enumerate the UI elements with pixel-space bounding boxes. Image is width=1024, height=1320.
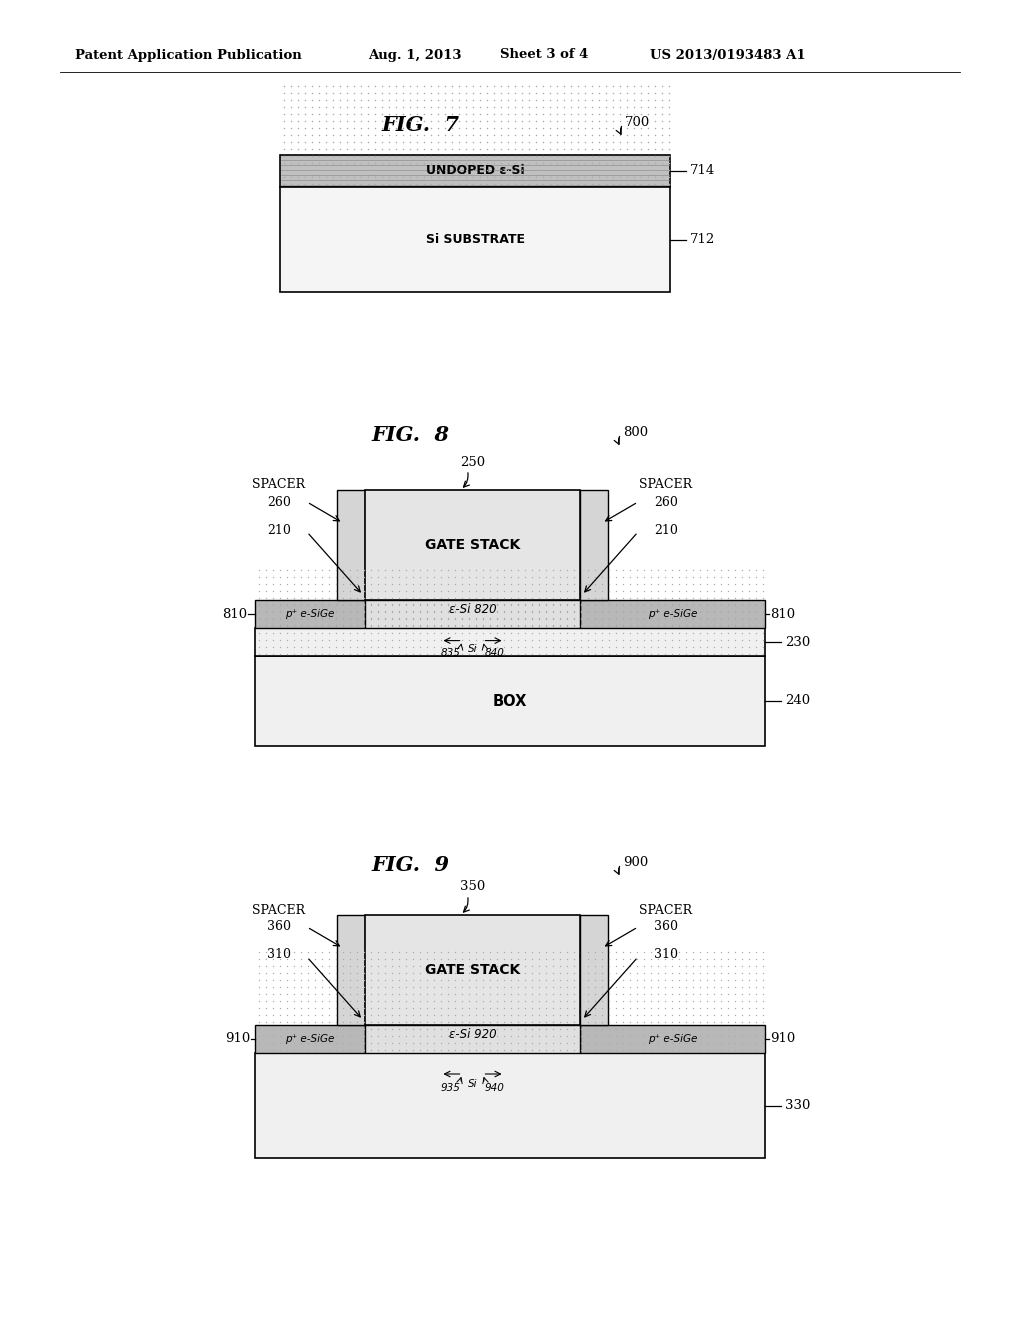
Text: p⁺ e-SiGe: p⁺ e-SiGe [648, 1034, 697, 1044]
Text: 810: 810 [770, 607, 795, 620]
Text: GATE STACK: GATE STACK [425, 539, 520, 552]
Text: SPACER: SPACER [639, 903, 692, 916]
Bar [365, 601, 580, 628]
Bar [365, 915, 580, 1026]
Text: 210: 210 [654, 524, 678, 536]
Text: Patent Application Publication: Patent Application Publication [75, 49, 302, 62]
Text: 700: 700 [625, 116, 650, 128]
Bar [580, 1026, 765, 1053]
Text: BOX: BOX [493, 693, 527, 709]
Text: 310: 310 [267, 949, 291, 961]
Text: US 2013/0193483 A1: US 2013/0193483 A1 [650, 49, 806, 62]
Text: p⁺ e-SiGe: p⁺ e-SiGe [286, 609, 335, 619]
Text: 330: 330 [785, 1100, 810, 1111]
Bar [337, 490, 365, 601]
Text: 230: 230 [785, 635, 810, 648]
Text: 260: 260 [267, 495, 291, 508]
Text: 210: 210 [267, 524, 291, 536]
Bar [365, 490, 580, 601]
Bar [280, 187, 670, 292]
Text: Sheet 3 of 4: Sheet 3 of 4 [500, 49, 589, 62]
Bar [580, 601, 765, 628]
Text: 350: 350 [460, 880, 485, 894]
Text: 250: 250 [460, 455, 485, 469]
Text: GATE STACK: GATE STACK [425, 964, 520, 977]
Text: 835: 835 [440, 648, 461, 657]
Text: SPACER: SPACER [253, 903, 305, 916]
Text: 940: 940 [484, 1082, 505, 1093]
Bar [255, 601, 365, 628]
Text: 714: 714 [690, 165, 715, 177]
Bar [365, 1026, 580, 1053]
Bar [337, 915, 365, 1026]
Bar [580, 490, 608, 601]
Bar [255, 1053, 765, 1158]
Text: Si SUBSTRATE: Si SUBSTRATE [426, 234, 524, 246]
Bar [255, 1026, 365, 1053]
Text: ε-Si 920: ε-Si 920 [449, 1028, 497, 1041]
Text: ε-Si 820: ε-Si 820 [449, 603, 497, 616]
Text: 910: 910 [224, 1032, 250, 1045]
Text: FIG.  9: FIG. 9 [371, 855, 449, 875]
Text: 360: 360 [267, 920, 291, 933]
Text: SPACER: SPACER [253, 479, 305, 491]
Text: FIG.  7: FIG. 7 [381, 115, 459, 135]
Bar [255, 628, 765, 656]
Text: 900: 900 [623, 855, 648, 869]
Text: 840: 840 [484, 648, 505, 657]
Text: FIG.  8: FIG. 8 [371, 425, 449, 445]
Text: 240: 240 [785, 694, 810, 708]
Text: 712: 712 [690, 234, 715, 246]
Text: 910: 910 [770, 1032, 796, 1045]
Text: Si: Si [468, 1078, 477, 1089]
Text: p⁺ e-SiGe: p⁺ e-SiGe [648, 609, 697, 619]
Text: 935: 935 [440, 1082, 461, 1093]
Text: Aug. 1, 2013: Aug. 1, 2013 [368, 49, 462, 62]
Bar [580, 915, 608, 1026]
Text: 310: 310 [654, 949, 678, 961]
Text: p⁺ e-SiGe: p⁺ e-SiGe [286, 1034, 335, 1044]
Text: 360: 360 [654, 920, 678, 933]
Bar [280, 154, 670, 187]
Text: 800: 800 [623, 425, 648, 438]
Text: SPACER: SPACER [639, 479, 692, 491]
Text: 810: 810 [222, 607, 247, 620]
Text: Si: Si [468, 644, 477, 653]
Text: 260: 260 [654, 495, 678, 508]
Bar [255, 656, 765, 746]
Text: UNDOPED ε-Si: UNDOPED ε-Si [426, 165, 524, 177]
